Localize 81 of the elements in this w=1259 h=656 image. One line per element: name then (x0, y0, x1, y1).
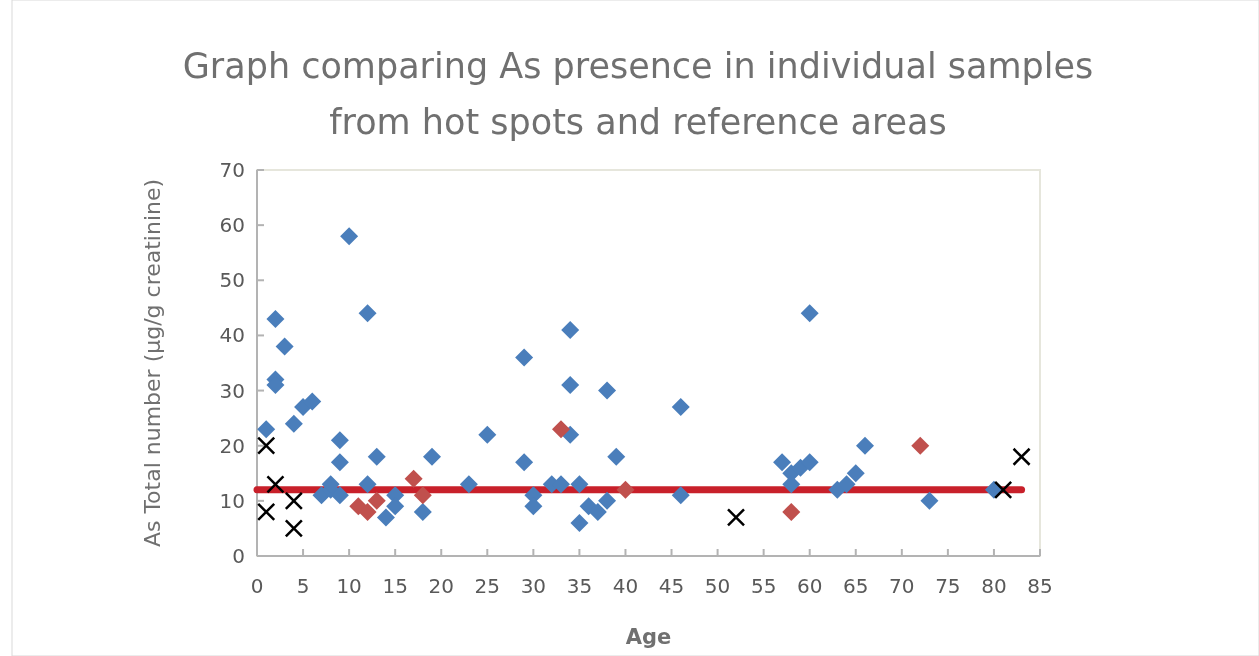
point (773, 453, 792, 472)
x-tick-label: 5 (296, 574, 310, 598)
point (515, 348, 534, 367)
y-tick-label: 30 (219, 378, 245, 403)
point (782, 502, 801, 521)
point (1012, 447, 1031, 466)
point (330, 453, 349, 472)
point (911, 436, 930, 455)
x-tick-label: 25 (474, 574, 501, 598)
point (846, 464, 865, 483)
point (330, 431, 349, 450)
x-tick-label: 20 (428, 574, 454, 598)
point (837, 475, 856, 494)
point (404, 469, 423, 488)
point (256, 436, 276, 455)
y-tick-label: 50 (219, 268, 245, 293)
point (671, 398, 690, 417)
x-tick-label: 0 (250, 574, 264, 598)
point (367, 447, 386, 466)
x-tick-label: 60 (796, 574, 823, 598)
x-tick-label: 85 (1027, 574, 1053, 598)
point (284, 519, 304, 538)
point (570, 475, 589, 494)
y-tick-label: 20 (219, 433, 245, 458)
y-tick-label: 60 (219, 213, 245, 238)
point (671, 486, 690, 505)
y-tick-label: 10 (219, 488, 245, 513)
chart-title: Graph comparing As presence in individual samples from hot spots and reference areas (182, 46, 1094, 142)
point (920, 491, 939, 510)
x-tick-label: 75 (935, 574, 961, 598)
point (358, 304, 377, 323)
point (598, 491, 617, 510)
point (413, 502, 432, 521)
point (358, 475, 377, 494)
point (330, 486, 349, 505)
point (993, 480, 1013, 500)
point (459, 475, 478, 494)
point (266, 309, 285, 328)
point (275, 337, 294, 356)
point (413, 486, 432, 505)
point (855, 436, 874, 455)
point (478, 425, 497, 444)
x-tick-label: 15 (382, 574, 408, 598)
y-tick-label: 0 (232, 544, 245, 568)
point (340, 227, 359, 246)
point (561, 376, 580, 395)
point (256, 502, 276, 522)
point (570, 513, 589, 532)
x-tick-label: 30 (520, 574, 547, 598)
point (515, 453, 534, 472)
x-tick-label: 55 (750, 574, 777, 598)
y-axis-title: As Total number (µg/g creatinine) (140, 178, 165, 548)
point (598, 381, 617, 400)
y-tick-label: 40 (219, 323, 245, 348)
point (284, 491, 304, 511)
y-tick-label: 70 (219, 158, 245, 182)
point (257, 420, 276, 439)
point (303, 392, 322, 411)
x-axis-title: Age (625, 625, 672, 649)
point (607, 447, 626, 466)
x-tick-label: 45 (658, 574, 685, 598)
point (561, 320, 580, 339)
point (367, 491, 386, 510)
point (358, 502, 377, 521)
point (376, 508, 395, 527)
x-tick-label: 35 (566, 574, 593, 598)
point (588, 502, 607, 521)
point (616, 480, 635, 499)
point (551, 420, 570, 439)
x-tick-label: 65 (843, 574, 869, 598)
point (726, 508, 746, 527)
point (266, 475, 285, 494)
x-tick-label: 40 (612, 574, 639, 598)
point (800, 304, 819, 323)
x-tick-label: 70 (889, 574, 915, 598)
point (423, 447, 442, 466)
x-tick-label: 50 (704, 574, 731, 598)
x-tick-label: 80 (981, 574, 1007, 598)
x-tick-label: 10 (336, 574, 362, 598)
point (284, 414, 303, 433)
point (800, 453, 819, 472)
